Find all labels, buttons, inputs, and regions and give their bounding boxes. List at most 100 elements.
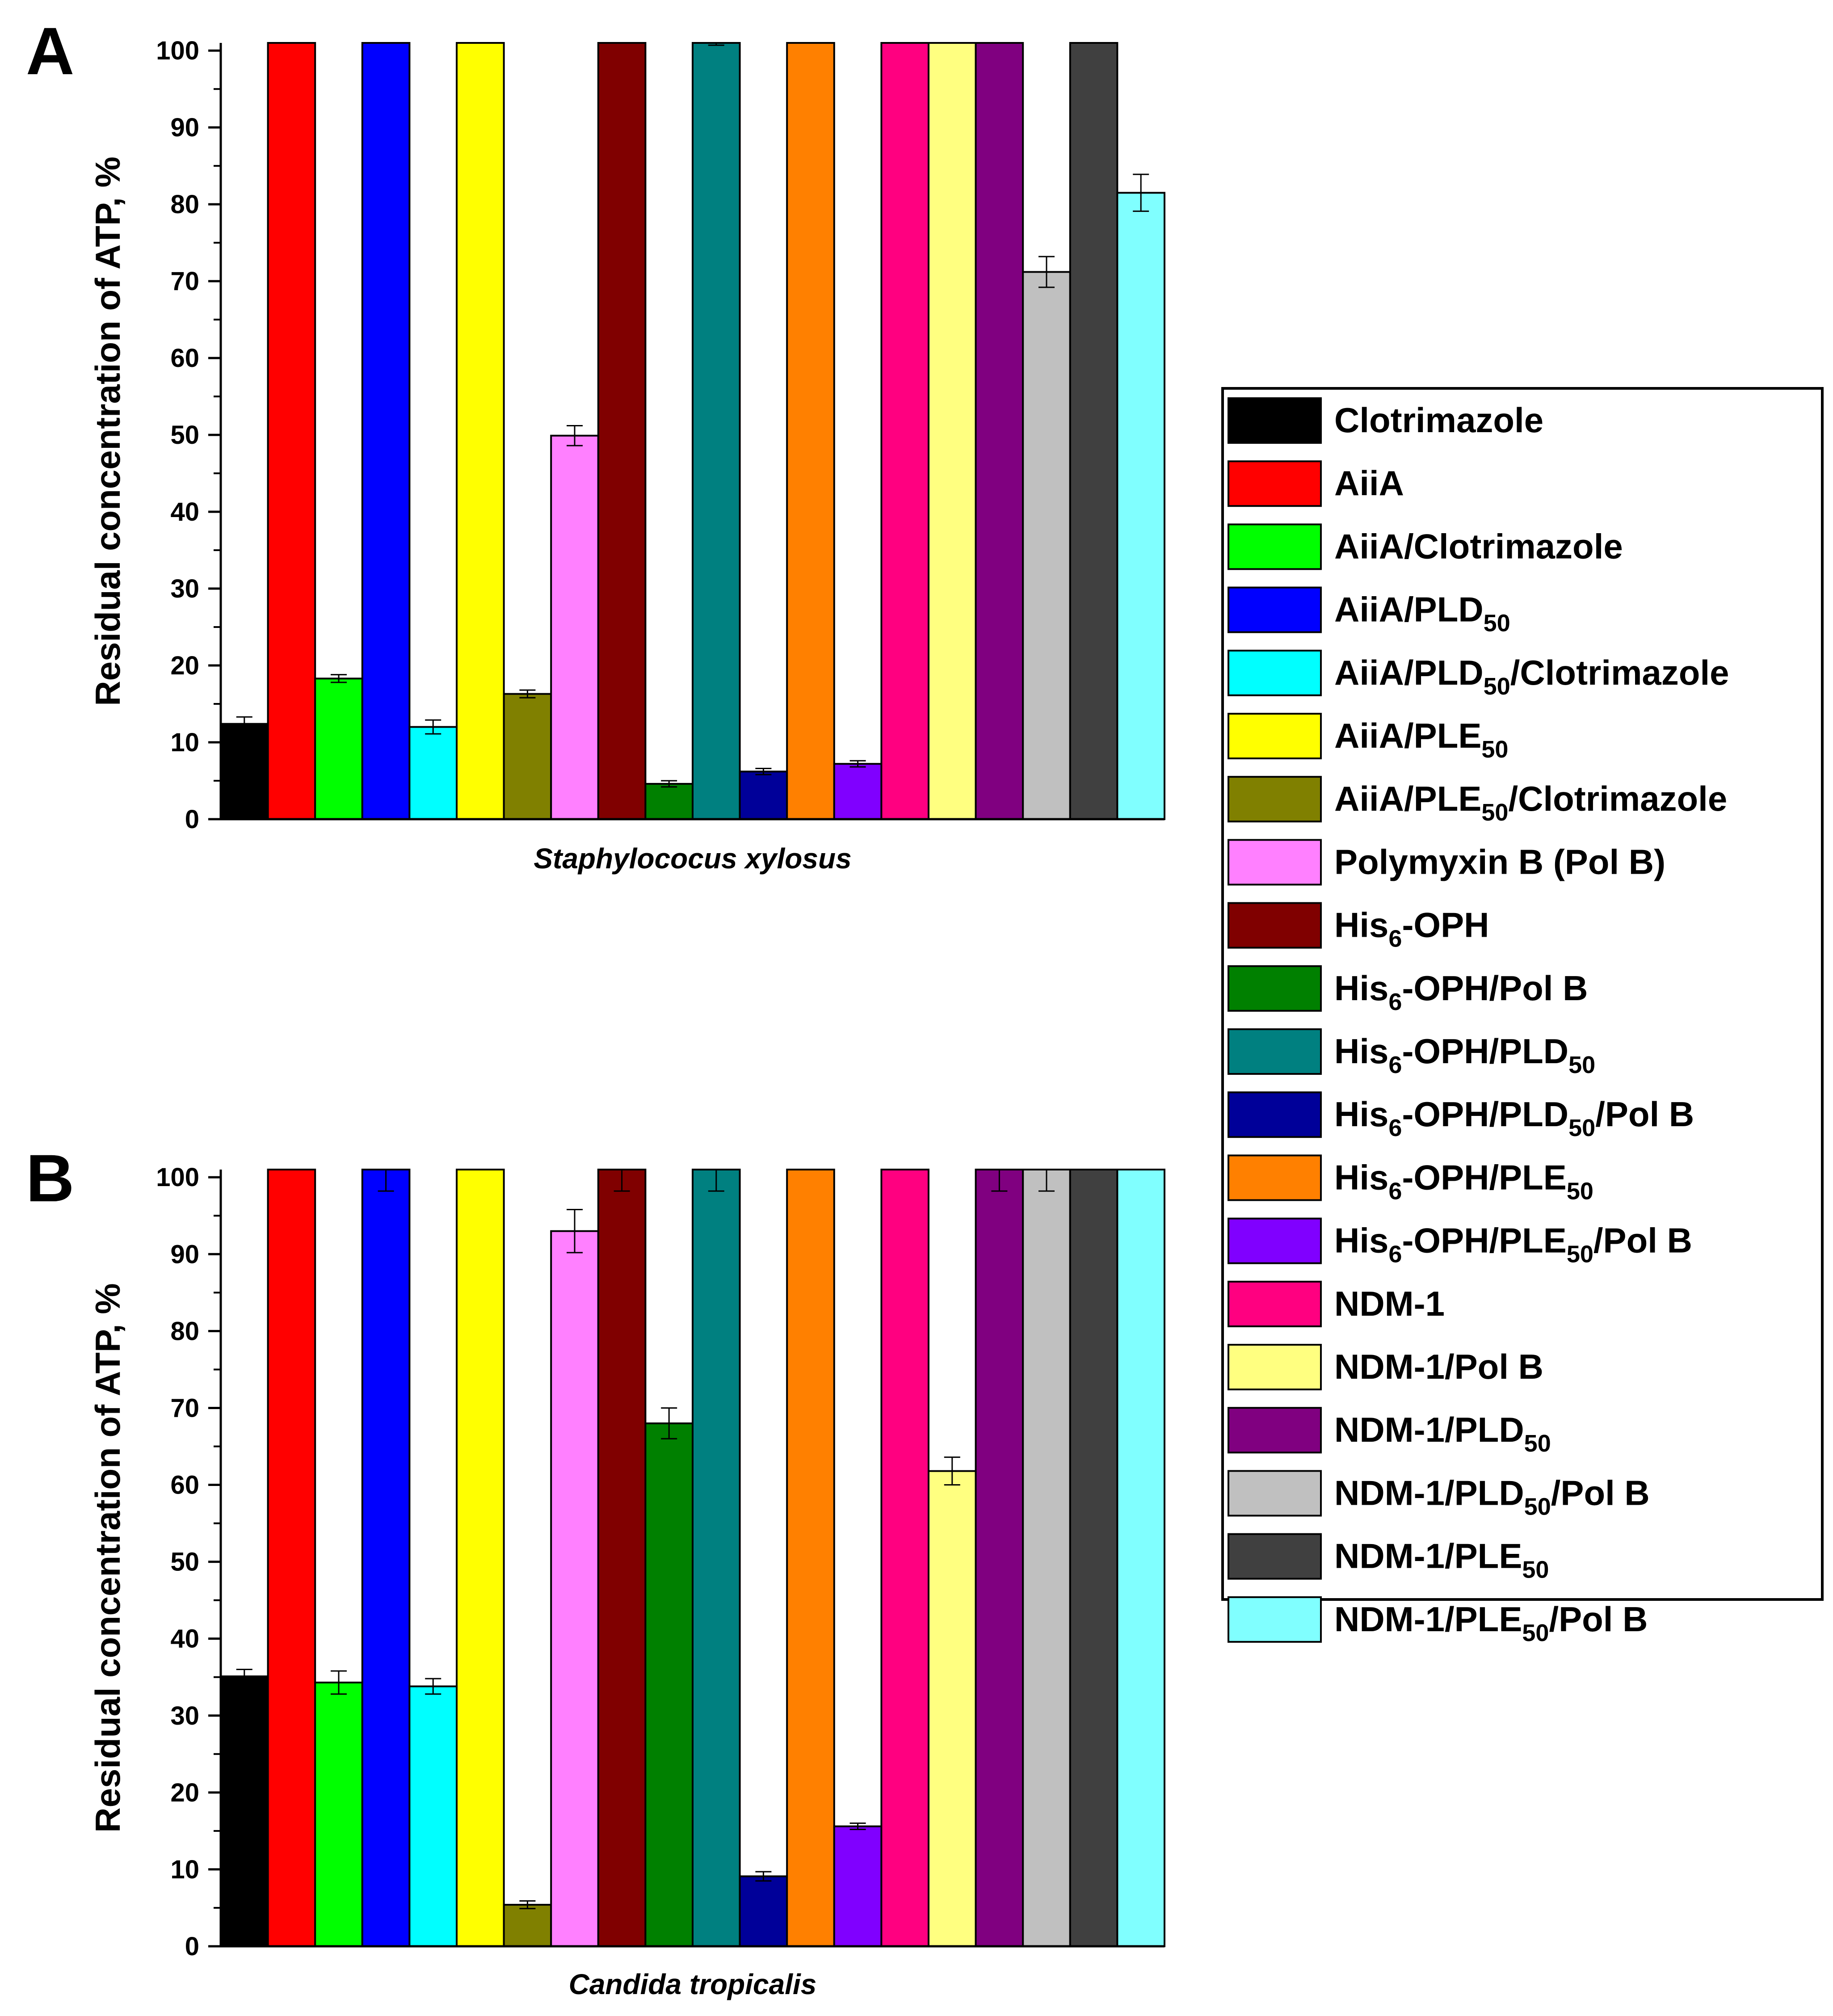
legend-item: NDM-1/PLD50/Pol B	[1228, 1470, 1650, 1520]
error-bar	[708, 1170, 724, 1192]
panel-a-chart: 0 10 20 30 40 50 60 70 80 90 100 Residual concentra…	[26, 13, 1165, 875]
legend-label: His6-OPH/PLE50/Pol B	[1334, 1221, 1692, 1268]
legend-item: AiiA/PLE50	[1228, 713, 1508, 763]
legend-label-subscript: 50	[1567, 1178, 1593, 1204]
y-axis-label: Residual concentration of ATP, %	[88, 156, 127, 706]
legend-label-text: NDM-1/PLE	[1334, 1599, 1522, 1639]
bar	[456, 1169, 505, 1947]
error-bar	[755, 1871, 772, 1882]
legend-label-text: AiiA/PLE	[1334, 779, 1481, 818]
bar	[1022, 1169, 1071, 1947]
legend-item: His6-OPH/PLD50	[1228, 1028, 1595, 1078]
legend-box	[1221, 387, 1824, 1601]
error-bar	[378, 1170, 394, 1192]
legend-item: Clotrimazole	[1228, 397, 1543, 444]
bar	[1116, 192, 1165, 820]
legend-swatch	[1228, 902, 1322, 949]
legend-item: His6-OPH/Pol B	[1228, 965, 1588, 1015]
legend-item: NDM-1/PLD50	[1228, 1407, 1551, 1457]
legend-item: AiiA/PLE50/Clotrimazole	[1228, 776, 1727, 826]
legend-swatch	[1228, 776, 1322, 823]
legend-swatch	[1228, 1533, 1322, 1580]
legend-label: His6-OPH/PLE50	[1334, 1157, 1593, 1204]
legend-swatch	[1228, 523, 1322, 570]
legend-swatch	[1228, 1217, 1322, 1264]
legend-swatch	[1228, 649, 1322, 696]
legend-label-subscript: 50	[1484, 610, 1510, 637]
legend-item: His6-OPH/PLD50/Pol B	[1228, 1091, 1694, 1141]
legend-label-text: NDM-1/PLE	[1334, 1536, 1522, 1576]
legend-label: NDM-1/Pol B	[1334, 1347, 1543, 1386]
legend-label-text: AiiA/Clotrimazole	[1334, 526, 1623, 566]
legend-label-text: AiiA/PLE	[1334, 716, 1481, 755]
legend-label-text: /Clotrimazole	[1508, 779, 1727, 818]
bar	[503, 1904, 552, 1948]
legend-label-text: His	[1334, 905, 1388, 945]
y-tick-label: 30	[170, 1701, 199, 1730]
legend-label-text: -OPH/Pol B	[1402, 968, 1588, 1008]
bar	[503, 693, 552, 820]
legend-item: AiiA/Clotrimazole	[1228, 523, 1623, 570]
legend-swatch	[1228, 1470, 1322, 1517]
legend-swatch	[1228, 586, 1322, 633]
legend-item: AiiA/PLD50/Clotrimazole	[1228, 649, 1729, 700]
legend-item: NDM-1/Pol B	[1228, 1344, 1543, 1390]
legend-item: NDM-1	[1228, 1280, 1445, 1327]
bar	[786, 42, 835, 820]
bar	[361, 42, 411, 820]
bar	[220, 1675, 269, 1947]
legend-swatch	[1228, 1154, 1322, 1201]
legend-label-text: His	[1334, 1094, 1388, 1134]
error-bar	[425, 1678, 441, 1695]
bar	[644, 1422, 694, 1947]
y-axis-label: Residual concentration of ATP, %	[88, 1283, 127, 1832]
legend-label: Clotrimazole	[1334, 400, 1543, 440]
legend-label: NDM-1/PLD50/Pol B	[1334, 1473, 1650, 1520]
legend-swatch	[1228, 1091, 1322, 1138]
legend-label: AiiA/Clotrimazole	[1334, 526, 1623, 566]
legend-label-text: /Pol B	[1551, 1473, 1650, 1512]
legend-swatch	[1228, 1407, 1322, 1454]
error-bar	[236, 1669, 252, 1684]
legend-label: AiiA/PLD50	[1334, 590, 1510, 637]
y-tick-label: 50	[170, 421, 199, 450]
y-tick-label: 0	[185, 1932, 199, 1961]
panel-b-chart: 0 10 20 30 40 50 60 70 80 90 100 Residual concentra…	[26, 1141, 1165, 2000]
y-tick-label: 90	[170, 1240, 199, 1269]
legend-label-text: /Pol B	[1595, 1094, 1694, 1134]
y-tick-label: 80	[170, 190, 199, 219]
bar	[314, 1681, 363, 1948]
legend-label-subscript: 50	[1524, 1493, 1551, 1520]
bar	[833, 763, 883, 820]
error-bar	[708, 43, 724, 46]
legend-label-subscript: 6	[1388, 1178, 1402, 1204]
legend-label-text: /Pol B	[1549, 1599, 1648, 1639]
legend-item: NDM-1/PLE50	[1228, 1533, 1549, 1583]
legend-label-text: AiiA	[1334, 463, 1404, 503]
legend-label-subscript: 50	[1481, 799, 1508, 826]
error-bar	[614, 1170, 630, 1192]
bar	[408, 1685, 458, 1947]
error-bar	[331, 674, 347, 683]
y-tick-label: 100	[156, 1163, 199, 1192]
bar	[786, 1169, 835, 1947]
error-bar	[944, 1456, 960, 1486]
error-bar	[519, 689, 536, 699]
legend-label-text: -OPH/PLE	[1402, 1221, 1566, 1260]
legend-label-text: NDM-1/Pol B	[1334, 1347, 1543, 1386]
legend-label-subscript: 50	[1524, 1430, 1551, 1457]
bar	[408, 726, 458, 820]
bar	[880, 1169, 930, 1947]
legend-label-subscript: 50	[1567, 1241, 1593, 1268]
legend-label: AiiA	[1334, 463, 1404, 503]
legend-label-text: NDM-1/PLD	[1334, 1410, 1524, 1449]
bar	[928, 1470, 977, 1948]
legend-label-subscript: 6	[1388, 1115, 1402, 1141]
error-bar	[661, 780, 677, 788]
legend-label-text: -OPH	[1402, 905, 1489, 945]
legend-label-subscript: 6	[1388, 1241, 1402, 1268]
y-tick-label: 20	[170, 651, 199, 680]
y-tick-label: 60	[170, 1471, 199, 1500]
bar	[975, 42, 1024, 820]
